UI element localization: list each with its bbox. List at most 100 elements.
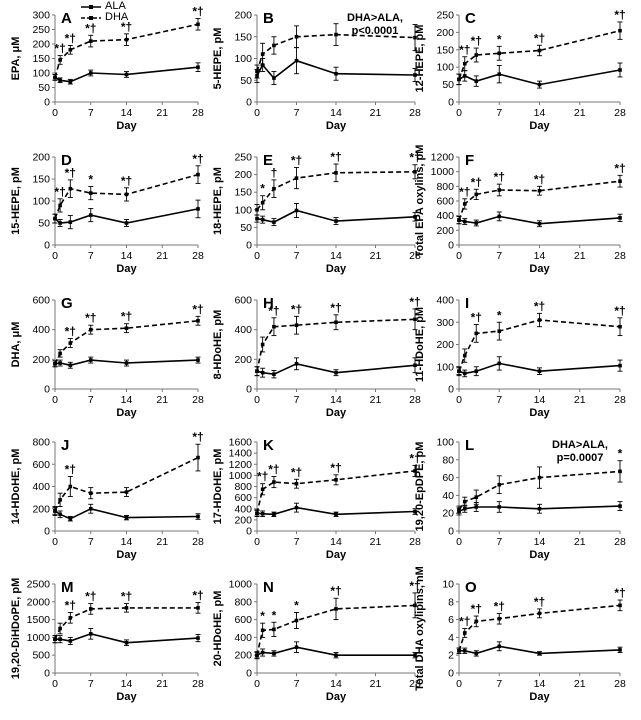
y-tick-label: 60 xyxy=(442,472,454,484)
significance-marker: *† xyxy=(534,595,545,609)
panel-letter: B xyxy=(263,10,274,27)
y-tick-label: 800 xyxy=(436,181,454,193)
data-point-ala xyxy=(88,213,93,217)
significance-marker: *† xyxy=(121,590,132,604)
x-tick-label: 0 xyxy=(456,394,462,406)
data-point-ala xyxy=(294,208,299,213)
significance-marker: *† xyxy=(192,430,203,444)
data-point-dha xyxy=(474,331,479,336)
y-tick-label: 100 xyxy=(32,196,50,208)
y-axis-title: Total EPA oxylins, pM xyxy=(414,145,426,258)
x-tick-label: 7 xyxy=(496,678,502,690)
data-point-ala xyxy=(196,358,200,362)
y-tick-label: 50 xyxy=(240,75,252,87)
data-point-ala xyxy=(497,361,502,366)
data-point-dha xyxy=(334,32,338,37)
y-tick-label: 150 xyxy=(234,31,252,43)
data-point-ala xyxy=(68,516,73,521)
data-point-dha xyxy=(462,202,467,206)
y-tick-label: 10 xyxy=(442,579,454,591)
x-tick-label: 21 xyxy=(370,107,382,119)
x-axis-title: Day xyxy=(529,549,550,561)
data-point-ala xyxy=(462,506,467,511)
data-point-dha xyxy=(53,509,57,513)
x-tick-label: 28 xyxy=(192,250,204,262)
x-axis-title: Day xyxy=(529,120,550,132)
data-point-dha xyxy=(537,318,542,322)
data-point-dha xyxy=(196,606,200,610)
data-point-ala xyxy=(272,76,276,80)
x-tick-label: 14 xyxy=(330,394,342,406)
x-tick-label: 0 xyxy=(456,250,462,262)
x-tick-label: 14 xyxy=(330,536,342,548)
data-point-dha xyxy=(58,203,62,208)
series-line-dha xyxy=(458,319,621,372)
x-axis-title: Day xyxy=(326,407,347,419)
data-point-dha xyxy=(272,324,276,329)
x-axis-title: Day xyxy=(326,120,347,132)
legend: ALA DHA xyxy=(81,0,151,23)
legend-ala-label: ALA xyxy=(105,0,126,12)
y-tick-label: 200 xyxy=(234,354,252,366)
legend-ala: ALA xyxy=(81,0,151,12)
significance-marker: *† xyxy=(291,465,302,479)
y-axis-title: 18-HEPE, pM xyxy=(212,167,224,235)
x-tick-label: 14 xyxy=(121,107,133,119)
y-tick-label: 100 xyxy=(436,361,454,373)
x-tick-label: 14 xyxy=(330,250,342,262)
significance-marker: * xyxy=(260,182,265,196)
y-tick-label: 800 xyxy=(234,481,252,493)
y-tick-label: 0 xyxy=(44,97,50,109)
y-tick-label: 200 xyxy=(436,225,454,237)
significance-marker: *† xyxy=(268,462,279,476)
significance-marker: *† xyxy=(121,20,132,34)
y-axis-title: DHA, μM xyxy=(10,322,22,368)
data-point-dha xyxy=(334,607,338,611)
data-point-ala xyxy=(272,372,276,376)
data-point-ala xyxy=(618,648,622,652)
data-point-dha xyxy=(88,191,93,195)
x-tick-label: 0 xyxy=(254,536,260,548)
y-tick-label: 100 xyxy=(234,204,252,216)
x-tick-label: 7 xyxy=(88,536,94,548)
data-point-dha xyxy=(618,469,622,474)
y-tick-label: 600 xyxy=(32,295,50,307)
data-point-dha xyxy=(334,320,338,325)
data-point-dha xyxy=(58,498,62,502)
y-tick-label: 300 xyxy=(32,10,50,22)
significance-marker: *† xyxy=(54,185,65,199)
data-point-dha xyxy=(457,218,461,222)
y-axis-title: 20-HDoHE, pM xyxy=(212,591,224,667)
series-line-dha xyxy=(458,604,621,652)
panel-l: 0 20 40 60 80 100 0 7 14 21 28 Day 19,20-EpDPE, pM L *… xyxy=(414,437,626,562)
significance-marker: *† xyxy=(65,598,76,612)
panel-letter: K xyxy=(263,437,274,454)
y-tick-label: 0 xyxy=(246,240,252,252)
data-point-dha xyxy=(497,51,502,56)
x-tick-label: 21 xyxy=(370,678,382,690)
x-tick-label: 7 xyxy=(294,250,300,262)
data-point-dha xyxy=(272,186,276,191)
x-tick-label: 0 xyxy=(254,678,260,690)
data-point-dha xyxy=(196,318,200,323)
data-point-dha xyxy=(88,491,93,495)
data-point-dha xyxy=(58,58,62,62)
x-tick-label: 7 xyxy=(496,394,502,406)
x-tick-label: 0 xyxy=(254,107,260,119)
x-tick-label: 7 xyxy=(294,107,300,119)
data-point-dha xyxy=(68,186,73,191)
data-point-dha xyxy=(260,487,265,492)
data-point-ala xyxy=(88,506,93,511)
y-axis-title: 17-HDoHE, pM xyxy=(212,449,224,525)
data-point-ala xyxy=(196,514,200,519)
x-tick-label: 7 xyxy=(496,536,502,548)
y-tick-label: 200 xyxy=(234,10,252,22)
x-tick-label: 14 xyxy=(121,250,133,262)
stat-annotation: p<0.0001 xyxy=(352,25,399,37)
data-point-dha xyxy=(272,43,276,48)
data-point-ala xyxy=(260,370,265,375)
y-tick-label: 150 xyxy=(32,174,50,186)
y-tick-label: 200 xyxy=(436,27,454,39)
data-point-ala xyxy=(124,640,129,645)
